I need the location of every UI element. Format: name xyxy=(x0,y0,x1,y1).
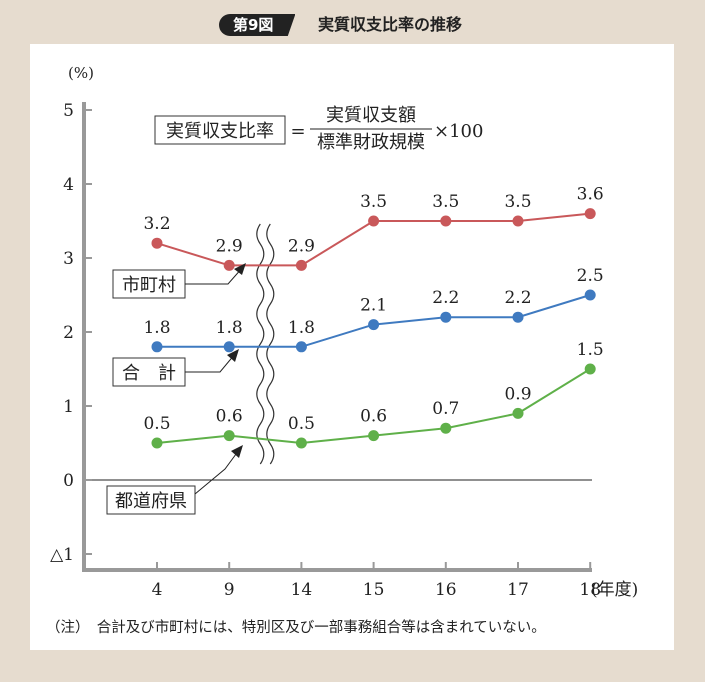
data-label: 1.5 xyxy=(577,340,604,360)
data-label: 0.5 xyxy=(143,414,170,434)
formula: 実質収支比率 = 実質収支額 標準財政規模 ×100 xyxy=(154,105,483,153)
data-point xyxy=(440,422,452,434)
x-tick-label: 9 xyxy=(224,580,235,600)
data-point xyxy=(512,215,524,227)
chart-note: （注） 合計及び市町村には、特別区及び一部事務組合等は含まれていない。 xyxy=(46,618,546,636)
data-label: 3.5 xyxy=(504,192,531,212)
data-point xyxy=(368,319,380,331)
data-label: 1.8 xyxy=(143,318,170,338)
x-ticks: 4 9 14 15 16 17 18 xyxy=(152,562,601,600)
formula-multiplier: ×100 xyxy=(434,121,483,142)
data-label: 1.8 xyxy=(288,318,315,338)
line-chart: (%) (年度) 5 4 3 2 1 0 △1 4 9 14 15 16 17 18 3.2 2.9 2.9… xyxy=(46,64,638,636)
data-label: 3.2 xyxy=(143,214,170,234)
data-point xyxy=(440,311,452,323)
axis-break-symbol xyxy=(256,223,275,465)
data-label: 2.5 xyxy=(577,266,604,286)
legend-label-prefectures: 都道府県 xyxy=(115,491,187,512)
data-label: 3.5 xyxy=(360,192,387,212)
data-point xyxy=(512,407,524,419)
chart-panel: (%) (年度) 5 4 3 2 1 0 △1 4 9 14 15 16 17 18 3.2 2.9 2.9… xyxy=(30,44,674,650)
data-point xyxy=(368,215,380,227)
data-point xyxy=(151,237,163,249)
data-label: 0.6 xyxy=(360,407,387,427)
legend-label-municipalities: 市町村 xyxy=(122,275,176,296)
legend-total: 合 計 xyxy=(112,349,239,387)
data-point xyxy=(584,363,596,375)
data-label: 0.9 xyxy=(504,384,531,404)
data-point xyxy=(295,259,307,271)
series-points xyxy=(151,208,596,449)
figure-number-badge: 第9図 xyxy=(219,14,296,36)
y-tick-label: △1 xyxy=(50,545,74,565)
data-label: 2.1 xyxy=(360,296,387,316)
data-point xyxy=(151,341,163,353)
formula-equals: = xyxy=(290,121,305,142)
data-label: 0.7 xyxy=(432,399,459,419)
data-point xyxy=(151,437,163,449)
data-point xyxy=(584,289,596,301)
data-point xyxy=(223,259,235,271)
data-label: 1.8 xyxy=(216,318,243,338)
x-tick-label: 14 xyxy=(291,580,313,600)
x-tick-label: 15 xyxy=(363,580,385,600)
formula-denominator: 標準財政規模 xyxy=(317,132,425,153)
data-label: 3.6 xyxy=(577,185,604,205)
x-unit-label: (年度) xyxy=(591,580,638,600)
legend-label-total: 合 計 xyxy=(122,363,176,384)
data-point xyxy=(440,215,452,227)
x-tick-label: 4 xyxy=(152,580,163,600)
data-point xyxy=(295,437,307,449)
formula-lhs-box xyxy=(154,115,286,145)
data-point xyxy=(223,430,235,442)
data-label: 2.9 xyxy=(216,236,243,256)
y-ticks: 5 4 3 2 1 0 △1 xyxy=(50,101,92,565)
data-label: 0.5 xyxy=(288,414,315,434)
x-tick-label: 16 xyxy=(435,580,457,600)
data-point xyxy=(584,208,596,220)
formula-numerator: 実質収支額 xyxy=(326,105,416,126)
legend-prefectures: 都道府県 xyxy=(106,445,243,515)
data-point xyxy=(512,311,524,323)
y-tick-label: 2 xyxy=(63,323,74,343)
series-value-labels: 3.2 2.9 2.9 3.5 3.5 3.5 3.6 1.8 1.8 1.8 2.1 2.2 2.2 2… xyxy=(143,185,603,434)
y-tick-label: 0 xyxy=(63,471,74,491)
legend-callouts: 市町村 合 計 都道府県 xyxy=(106,263,246,515)
y-tick-label: 3 xyxy=(63,249,74,269)
y-tick-label: 1 xyxy=(63,397,74,417)
legend-municipalities: 市町村 xyxy=(112,263,246,299)
figure-title: 実質収支比率の推移 xyxy=(318,15,463,34)
data-point xyxy=(295,341,307,353)
data-label: 2.2 xyxy=(504,288,531,308)
data-point xyxy=(223,341,235,353)
data-label: 2.9 xyxy=(288,236,315,256)
formula-lhs: 実質収支比率 xyxy=(166,121,274,142)
y-tick-label: 5 xyxy=(63,101,74,121)
y-tick-label: 4 xyxy=(63,175,74,195)
data-point xyxy=(368,430,380,442)
figure-header: 第9図 実質収支比率の推移 xyxy=(0,6,705,42)
x-tick-label: 17 xyxy=(507,580,529,600)
data-label: 3.5 xyxy=(432,192,459,212)
x-tick-label: 18 xyxy=(579,580,601,600)
y-unit-label: (%) xyxy=(68,64,94,82)
data-label: 2.2 xyxy=(432,288,459,308)
data-label: 0.6 xyxy=(216,407,243,427)
